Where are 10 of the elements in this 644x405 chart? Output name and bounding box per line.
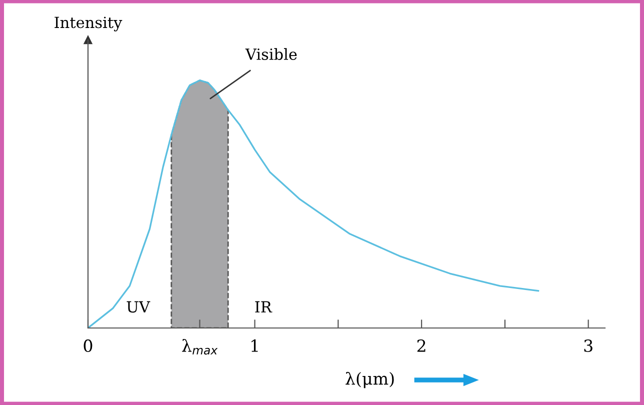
- text: Visible: [245, 48, 297, 60]
- x-tick-label: 1: [252, 339, 258, 352]
- x-tick-label: 2: [417, 339, 426, 352]
- annotation: IR: [255, 301, 272, 312]
- x-tick-label: λ$_{max}$: [182, 338, 218, 355]
- y-axis-title: Intensity: [54, 16, 122, 32]
- x-tick-label: 3: [584, 339, 592, 352]
- x-tick-label: 0: [84, 339, 92, 352]
- annotation: UV: [126, 301, 150, 313]
- x-axis-title: λ(μm): [346, 372, 394, 388]
